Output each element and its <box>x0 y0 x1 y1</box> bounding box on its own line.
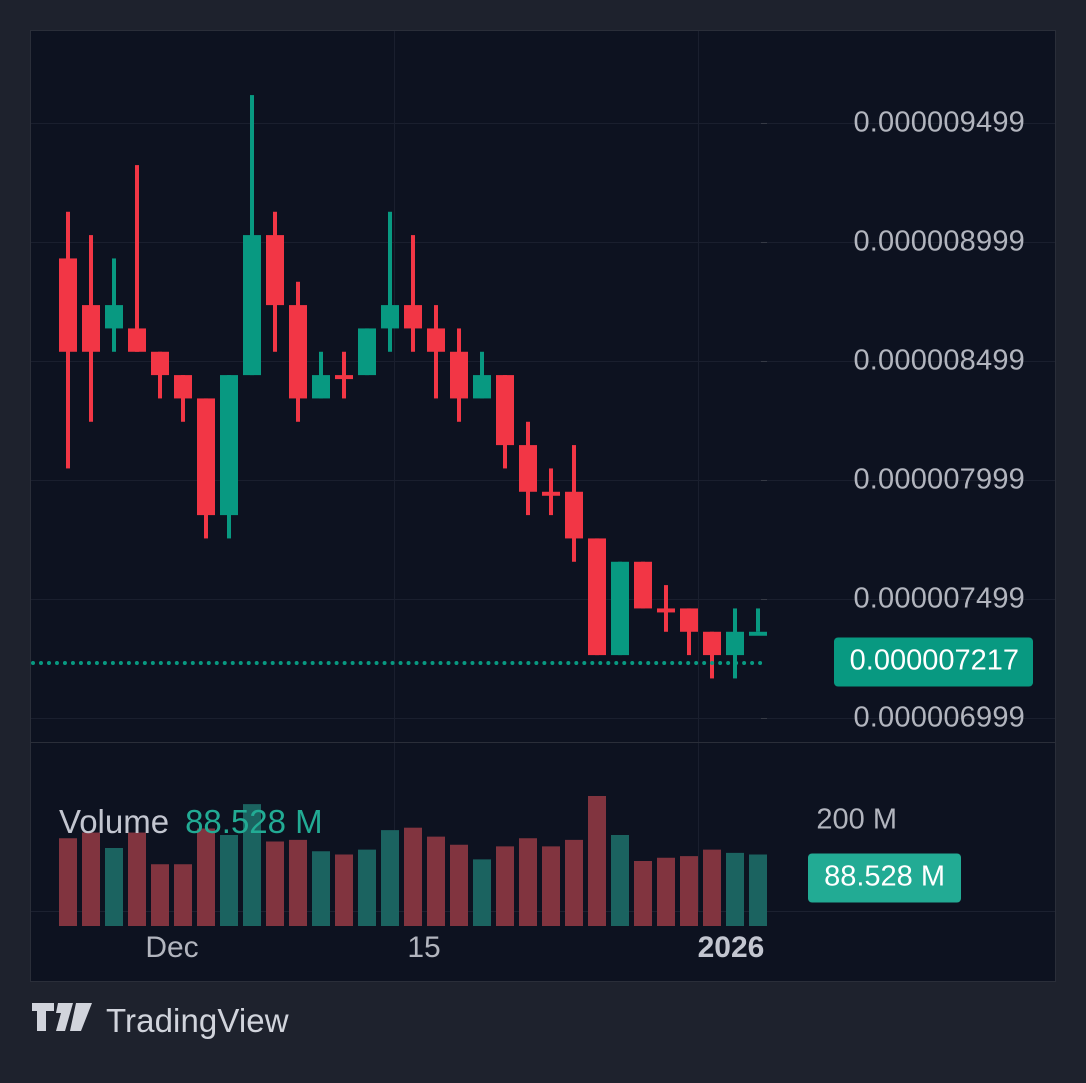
gridline-vertical <box>698 31 699 911</box>
volume-bar <box>680 856 698 926</box>
time-axis-label: Dec <box>145 931 199 964</box>
candle-body <box>565 491 583 539</box>
tradingview-logo-icon <box>32 1002 92 1040</box>
time-axis-label: 2026 <box>697 931 765 964</box>
candle-body <box>588 538 606 656</box>
volume-bar <box>197 828 215 926</box>
candle-body <box>174 375 192 399</box>
candle-body <box>496 375 514 446</box>
volume-bar <box>381 830 399 926</box>
volume-bar <box>404 827 422 926</box>
candle-wick <box>135 165 139 352</box>
volume-bar <box>289 839 307 926</box>
gridline-horizontal <box>31 242 1055 243</box>
candle-body <box>473 375 491 399</box>
gridline-horizontal <box>31 361 1055 362</box>
current-price-badge: 0.000007217 <box>833 637 1033 687</box>
candle-body <box>542 491 560 496</box>
candle-body <box>427 328 445 352</box>
candle-body <box>519 445 537 492</box>
candle-body <box>611 561 629 656</box>
volume-bar <box>565 839 583 926</box>
volume-bar <box>519 838 537 926</box>
volume-bar <box>588 796 606 926</box>
candle-body <box>289 305 307 399</box>
candle-body <box>680 608 698 632</box>
current-price-line <box>31 661 763 665</box>
candle-body <box>358 328 376 376</box>
volume-bar <box>312 851 330 926</box>
candle-body <box>105 305 123 329</box>
candle-wick <box>319 351 323 399</box>
volume-bar <box>450 844 468 926</box>
candle-body <box>220 375 238 516</box>
candle-body <box>335 375 353 380</box>
candle-body <box>59 258 77 352</box>
volume-scale-label: 200 M <box>816 803 897 836</box>
volume-bar <box>82 832 100 926</box>
gridline-horizontal <box>31 480 1055 481</box>
candle-body <box>312 375 330 399</box>
candle-body <box>266 235 284 306</box>
volume-bar <box>335 854 353 926</box>
candle-wick <box>756 608 760 632</box>
volume-bar <box>105 848 123 926</box>
gridline-horizontal <box>31 718 1055 719</box>
volume-bar <box>634 861 652 926</box>
pane-separator <box>31 742 1055 743</box>
volume-bar <box>243 804 261 926</box>
chart-frame[interactable]: Volume 88.528 M 0.000009499 0.000008999 0.… <box>30 30 1056 982</box>
volume-legend-value: 88.528 M <box>185 803 323 840</box>
volume-bar <box>358 849 376 926</box>
volume-bar <box>473 859 491 926</box>
candle-body <box>404 305 422 329</box>
volume-legend-title: Volume <box>59 803 170 840</box>
candle-wick <box>411 235 415 352</box>
volume-bar <box>59 838 77 926</box>
price-scale[interactable]: 0.000009499 0.000008999 0.000008499 0.00000… <box>761 31 1055 981</box>
volume-bar <box>427 836 445 926</box>
volume-bar <box>496 846 514 926</box>
volume-bar <box>128 832 146 926</box>
tradingview-brand[interactable]: TradingView <box>32 1002 289 1040</box>
volume-bar <box>174 864 192 926</box>
time-axis[interactable]: Dec 15 2026 <box>31 912 1055 981</box>
candle-body <box>634 561 652 609</box>
volume-legend: Volume 88.528 M <box>59 803 323 841</box>
candle-body <box>749 631 767 636</box>
gridline-horizontal <box>31 123 1055 124</box>
volume-bar <box>220 835 238 926</box>
volume-bar <box>542 846 560 926</box>
volume-bar <box>749 854 767 926</box>
volume-bar <box>657 857 675 926</box>
candle-wick <box>687 608 691 656</box>
volume-bar <box>726 852 744 926</box>
candle-body <box>726 631 744 656</box>
current-volume-badge: 88.528 M <box>808 853 961 903</box>
candle-body <box>151 351 169 376</box>
candlestick-series[interactable] <box>31 31 791 742</box>
candle-body <box>128 328 146 352</box>
candle-body <box>703 631 721 656</box>
candle-body <box>450 351 468 399</box>
time-axis-label: 15 <box>407 931 441 964</box>
volume-bar <box>151 864 169 926</box>
candle-wick <box>480 351 484 399</box>
volume-series[interactable] <box>31 31 791 981</box>
candle-body <box>197 398 215 516</box>
tradingview-wordmark: TradingView <box>106 1002 289 1039</box>
gridline-horizontal <box>31 599 1055 600</box>
volume-bar <box>703 849 721 926</box>
gridline-vertical <box>394 31 395 911</box>
candle-wick <box>388 211 392 352</box>
candle-body <box>381 305 399 329</box>
candle-body <box>82 305 100 352</box>
candle-wick <box>342 351 346 399</box>
candle-body <box>657 608 675 613</box>
volume-bar <box>611 835 629 926</box>
volume-bar <box>266 841 284 926</box>
candle-body <box>243 235 261 376</box>
